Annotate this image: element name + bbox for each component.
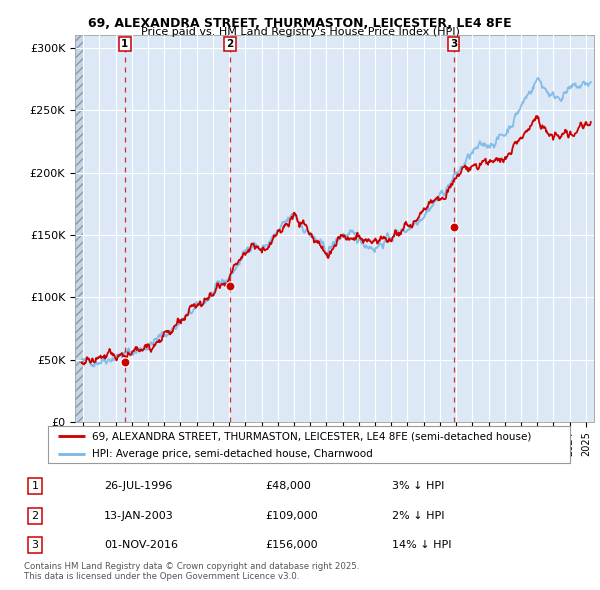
Text: 1: 1 bbox=[121, 39, 128, 49]
Text: 2% ↓ HPI: 2% ↓ HPI bbox=[392, 510, 445, 520]
Text: 13-JAN-2003: 13-JAN-2003 bbox=[104, 510, 174, 520]
Text: 3% ↓ HPI: 3% ↓ HPI bbox=[392, 481, 445, 491]
Text: 26-JUL-1996: 26-JUL-1996 bbox=[104, 481, 173, 491]
Bar bbox=[75, 35, 83, 422]
Text: HPI: Average price, semi-detached house, Charnwood: HPI: Average price, semi-detached house,… bbox=[92, 449, 373, 459]
Text: 01-NOV-2016: 01-NOV-2016 bbox=[104, 540, 178, 550]
Text: 69, ALEXANDRA STREET, THURMASTON, LEICESTER, LE4 8FE (semi-detached house): 69, ALEXANDRA STREET, THURMASTON, LEICES… bbox=[92, 431, 532, 441]
Text: £156,000: £156,000 bbox=[265, 540, 318, 550]
Text: 2: 2 bbox=[226, 39, 233, 49]
Text: 2: 2 bbox=[31, 510, 38, 520]
Text: £48,000: £48,000 bbox=[265, 481, 311, 491]
Text: 3: 3 bbox=[32, 540, 38, 550]
Text: Price paid vs. HM Land Registry's House Price Index (HPI): Price paid vs. HM Land Registry's House … bbox=[140, 27, 460, 37]
Text: 3: 3 bbox=[450, 39, 457, 49]
Text: 69, ALEXANDRA STREET, THURMASTON, LEICESTER, LE4 8FE: 69, ALEXANDRA STREET, THURMASTON, LEICES… bbox=[88, 17, 512, 30]
Text: £109,000: £109,000 bbox=[265, 510, 318, 520]
Text: 1: 1 bbox=[32, 481, 38, 491]
Text: 14% ↓ HPI: 14% ↓ HPI bbox=[392, 540, 452, 550]
Text: Contains HM Land Registry data © Crown copyright and database right 2025.
This d: Contains HM Land Registry data © Crown c… bbox=[24, 562, 359, 581]
